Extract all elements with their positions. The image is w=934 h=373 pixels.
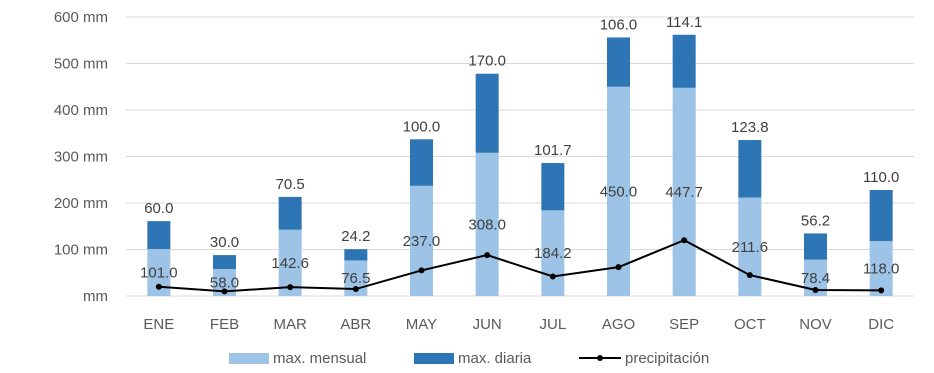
x-tick-label: FEB (210, 316, 239, 333)
precipitation-point (615, 264, 622, 271)
label-max-mensual: 118.0 (863, 261, 899, 278)
bar-max-diaria (738, 140, 762, 198)
label-max-mensual: 450.0 (600, 183, 638, 200)
label-max-diaria: 60.0 (144, 200, 173, 217)
bar-max-mensual (869, 241, 893, 296)
precipitation-point (352, 286, 359, 293)
label-max-diaria: 100.0 (403, 118, 441, 135)
label-max-diaria: 106.0 (600, 16, 638, 33)
label-max-diaria: 56.2 (801, 212, 830, 229)
y-tick-label: 600 mm (54, 9, 108, 26)
label-max-mensual: 142.6 (271, 255, 309, 272)
legend-swatch (414, 353, 454, 364)
bars (147, 34, 893, 296)
bar-max-diaria (213, 255, 236, 270)
x-tick-label: ABR (340, 316, 371, 333)
x-tick-label: ENE (143, 316, 174, 333)
y-tick-label: 400 mm (54, 102, 108, 119)
label-max-diaria: 110.0 (863, 169, 899, 186)
y-axis: mm 100 mm 200 mm 300 mm 400 mm 500 mm 600 mm (54, 9, 108, 305)
x-tick-label: MAY (406, 316, 437, 333)
label-max-mensual: 237.0 (403, 233, 441, 250)
precipitation-line (155, 237, 885, 295)
bar-max-diaria (869, 189, 893, 242)
label-max-mensual: 76.5 (341, 270, 370, 287)
label-max-mensual: 184.2 (534, 245, 572, 262)
legend-line-marker (597, 355, 603, 361)
legend-swatch (229, 353, 269, 364)
precipitation-point (418, 267, 425, 274)
precipitation-point (221, 288, 228, 295)
x-tick-label: NOV (799, 316, 832, 333)
bar-max-diaria (475, 73, 499, 153)
x-tick-label: DIC (868, 316, 894, 333)
legend-label: precipitación (625, 350, 709, 367)
label-max-diaria: 170.0 (468, 53, 506, 70)
label-max-diaria: 24.2 (341, 228, 370, 245)
legend: max. mensual max. diaria precipitación (229, 350, 709, 367)
precipitation-point (155, 283, 162, 290)
x-tick-label: OCT (734, 316, 766, 333)
bar-max-diaria (672, 34, 696, 88)
label-max-diaria: 30.0 (210, 234, 239, 251)
precipitation-series-line (158, 239, 882, 293)
precipitation-point (549, 273, 556, 280)
label-max-diaria: 114.1 (666, 14, 702, 31)
bar-max-diaria (804, 233, 827, 260)
bar-max-mensual (278, 229, 302, 296)
bar-max-diaria (278, 196, 302, 230)
bar-max-diaria (541, 163, 565, 211)
precipitation-point (746, 272, 753, 279)
label-max-mensual: 78.4 (801, 270, 830, 287)
legend-label: max. mensual (273, 350, 366, 367)
x-tick-label: SEP (669, 316, 699, 333)
y-tick-label: 200 mm (54, 195, 108, 212)
label-max-mensual: 211.6 (732, 239, 768, 256)
bar-max-diaria (607, 37, 630, 87)
label-max-diaria: 70.5 (276, 176, 305, 193)
x-tick-label: MAR (273, 316, 307, 333)
precipitation-point (287, 284, 294, 291)
x-tick-label: JUL (539, 316, 566, 333)
bar-max-diaria (410, 139, 433, 186)
precipitation-point (484, 252, 491, 259)
label-max-mensual: 447.7 (665, 184, 703, 201)
label-max-mensual: 101.0 (140, 265, 178, 282)
label-max-diaria: 123.8 (731, 119, 769, 136)
bar-max-diaria (344, 249, 368, 261)
data-labels: 101.0 60.0 58.0 30.0 142.6 70.5 76.5 24.2 237.0 1… (140, 14, 899, 292)
label-max-mensual: 308.0 (468, 216, 506, 233)
bar-max-mensual (607, 86, 630, 296)
bar-max-mensual (147, 249, 171, 296)
y-tick-label: mm (83, 288, 108, 305)
bar-max-mensual (804, 259, 827, 296)
label-max-diaria: 101.7 (534, 142, 572, 159)
x-axis: ENE FEB MAR ABR MAY JUN JUL AGO SEP OCT NOV DIC (143, 316, 894, 333)
gridlines (126, 16, 914, 297)
precipitation-point (681, 237, 688, 244)
x-tick-label: JUN (473, 316, 502, 333)
legend-label: max. diaria (458, 350, 532, 367)
precipitation-point (878, 287, 885, 294)
y-tick-label: 100 mm (54, 242, 108, 259)
bar-max-diaria (147, 221, 171, 250)
precipitation-point (812, 286, 819, 293)
bar-max-mensual (475, 152, 499, 296)
label-max-mensual: 58.0 (210, 275, 239, 292)
y-tick-label: 500 mm (54, 56, 108, 73)
x-tick-label: AGO (602, 316, 635, 333)
y-tick-label: 300 mm (54, 149, 108, 166)
bar-max-mensual (213, 269, 236, 296)
